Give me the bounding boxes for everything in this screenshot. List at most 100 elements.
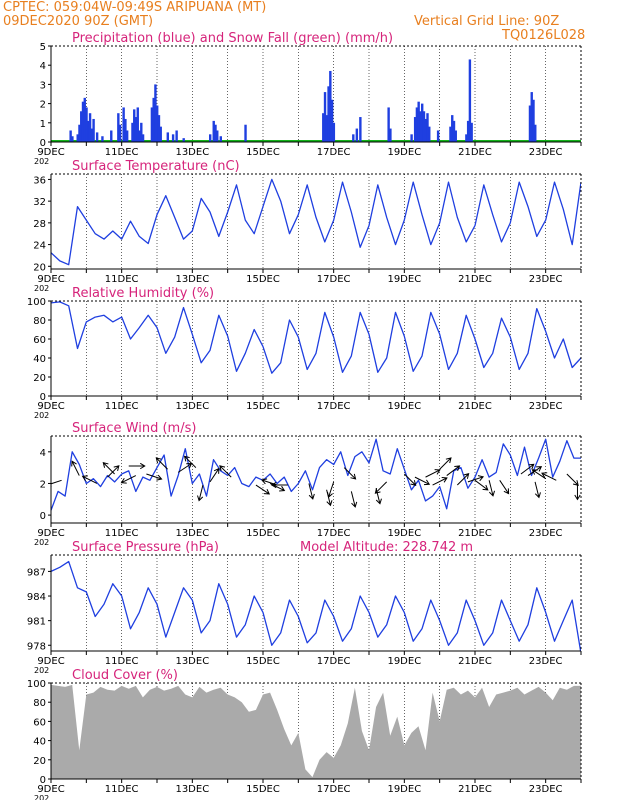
pressure-y-tick-label: 987 — [27, 567, 46, 578]
cloud-x-tick-label: 21DEC — [458, 784, 492, 795]
wind-vector-arrow — [107, 465, 120, 478]
pressure-y-tick-label: 981 — [27, 617, 46, 628]
precip-bar — [352, 134, 355, 142]
precip-bar — [534, 124, 537, 142]
wind-x-tick-label: 23DEC — [529, 528, 563, 539]
precip-bar — [124, 118, 127, 142]
precip-bar — [465, 134, 468, 142]
wind-vector-arrow — [146, 473, 163, 481]
wind-vector-arrow — [456, 473, 470, 486]
pressure-annotation: Model Altitude: 228.742 m — [300, 540, 473, 555]
wind-vector-arrow — [326, 481, 335, 498]
temperature-x-tick-label: 17DEC — [317, 274, 351, 285]
precip-bar — [150, 107, 154, 142]
precip-bar — [451, 115, 454, 142]
header-grid-note: Vertical Grid Line: 90Z — [414, 14, 560, 29]
wind-vector-arrow — [432, 476, 448, 486]
wind-plot-area — [51, 436, 581, 523]
cloud-y-tick-label: 80 — [33, 698, 46, 709]
precip-bar — [413, 117, 417, 142]
precip-bar — [166, 132, 169, 142]
humidity-x-tick-label: 19DEC — [387, 401, 421, 412]
wind-vector-arrow — [209, 467, 220, 483]
precip-bar — [470, 122, 473, 142]
temperature-y-tick-label: 24 — [33, 241, 46, 252]
wind-vector-arrow — [81, 475, 98, 484]
wind-x-tick-label: 21DEC — [458, 528, 492, 539]
humidity-x-tick-label: 21DEC — [458, 401, 492, 412]
wind-vector-arrow — [255, 484, 271, 495]
precip-bar — [134, 117, 138, 142]
wind-year-label: 202 — [34, 538, 49, 547]
precip-bar — [325, 115, 328, 142]
temperature-y-tick-label: 36 — [33, 175, 46, 186]
pressure-y-tick-label: 978 — [27, 641, 46, 652]
precip-bar — [83, 97, 86, 142]
wind-vector-arrow — [566, 473, 579, 486]
humidity-y-tick-label: 100 — [27, 297, 46, 308]
precip-plot-area — [51, 46, 581, 142]
precip-bar — [419, 111, 422, 142]
precip-x-tick-label: 17DEC — [317, 147, 351, 158]
precip-bar — [424, 118, 427, 142]
wind-vector-arrow — [261, 478, 278, 486]
precip-bar — [528, 105, 532, 142]
wind-y-tick-label: 0 — [40, 511, 46, 522]
wind-vector-arrow — [425, 469, 441, 478]
precip-bar — [415, 107, 419, 142]
temperature-x-tick-label: 21DEC — [458, 274, 492, 285]
humidity-y-tick-label: 60 — [33, 335, 46, 346]
pressure-x-tick-label: 11DEC — [105, 656, 139, 667]
precip-x-tick-label: 19DEC — [387, 147, 421, 158]
cloud-y-tick-label: 100 — [27, 679, 46, 690]
temperature-x-tick-label: 11DEC — [105, 274, 139, 285]
precip-bar — [154, 84, 157, 142]
precip-bar — [454, 130, 457, 142]
wind-vector-arrow — [499, 480, 510, 495]
wind-vector-arrow — [71, 460, 80, 476]
pressure-y-tick-label: 984 — [27, 592, 46, 603]
header-source-location: CPTEC: 059:04W-09:49S ARIPUANA (MT) — [3, 0, 267, 15]
precip-bar — [410, 134, 413, 142]
humidity-y-tick-label: 0 — [40, 392, 46, 403]
precip-bar — [244, 124, 247, 142]
wind-y-tick-label: 2 — [40, 479, 46, 490]
precip-bar — [85, 107, 88, 142]
wind-vector-arrow — [414, 476, 431, 486]
precip-bar — [101, 136, 104, 142]
precip-bar — [69, 130, 72, 142]
precip-y-tick-label: 5 — [40, 42, 46, 53]
cloud-plot-area — [51, 683, 581, 779]
precip-bar — [323, 92, 327, 142]
precip-bar — [332, 122, 336, 142]
wind-vector-arrow — [375, 488, 382, 505]
humidity-line — [51, 301, 581, 374]
wind-vector-arrow — [102, 461, 115, 475]
precip-bar — [118, 124, 122, 142]
wind-y-tick-label: 4 — [40, 448, 46, 459]
precip-bar — [141, 134, 145, 142]
precip-bar — [133, 109, 136, 142]
precip-bar — [122, 107, 125, 142]
wind-x-tick-label: 11DEC — [105, 528, 139, 539]
precip-bar — [92, 118, 95, 142]
temperature-plot-area — [51, 174, 581, 269]
precip-x-tick-label: 13DEC — [175, 147, 209, 158]
precip-bar — [212, 120, 215, 142]
precip-bar — [110, 130, 113, 142]
temperature-x-tick-label: 15DEC — [246, 274, 280, 285]
temperature-line — [51, 178, 581, 266]
precip-panel-title: Precipitation (blue) and Snow Fall (gree… — [72, 31, 393, 46]
precip-x-tick-label: 9DEC — [37, 147, 64, 158]
precip-year-label: 202 — [34, 157, 49, 166]
wind-x-tick-label: 15DEC — [246, 528, 280, 539]
header-init-time: 09DEC2020 90Z (GMT) — [3, 14, 154, 29]
precip-bar — [417, 101, 420, 142]
cloud-cover-area — [51, 684, 581, 779]
wind-vector-arrow — [574, 483, 581, 501]
pressure-x-tick-label: 17DEC — [317, 656, 351, 667]
precip-bar — [421, 103, 424, 142]
cloud-y-tick-label: 0 — [40, 775, 46, 786]
wind-vector-arrow — [120, 475, 137, 484]
humidity-y-tick-label: 80 — [33, 316, 46, 327]
